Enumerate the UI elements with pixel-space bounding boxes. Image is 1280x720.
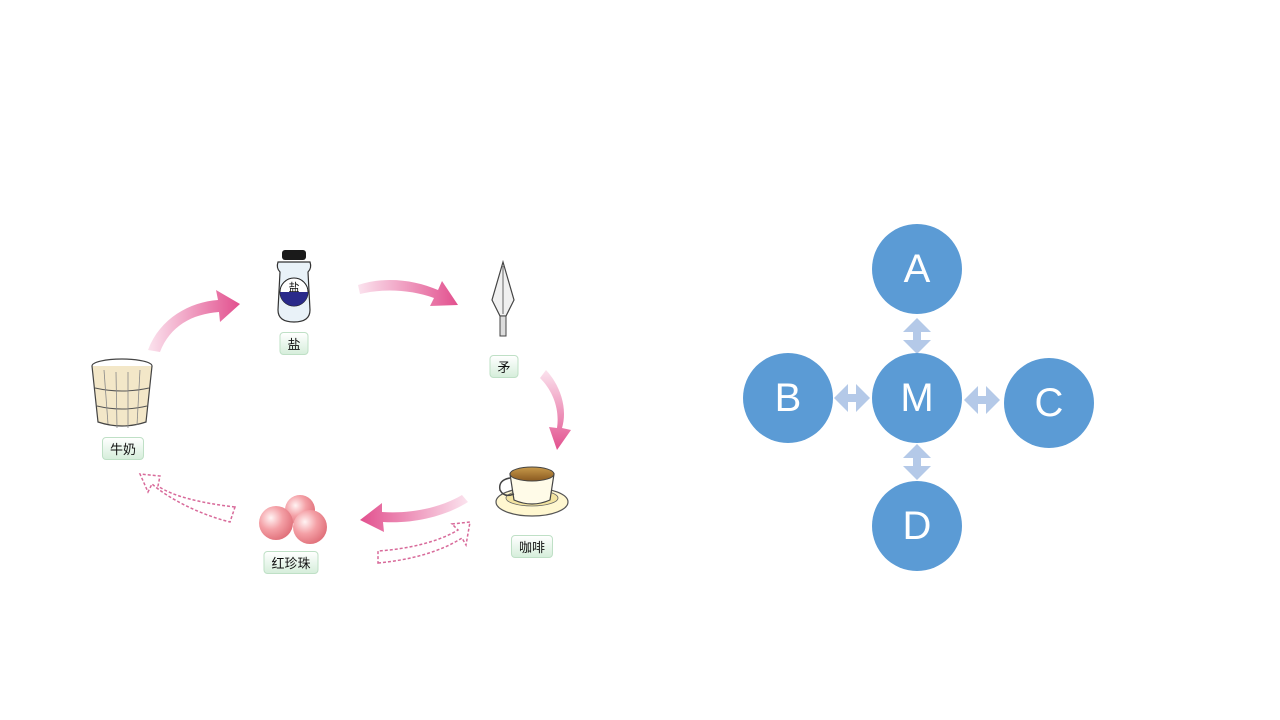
milk-bucket-icon — [91, 358, 153, 429]
circle-b: B — [743, 353, 833, 443]
salt-jar-icon: 盐 — [276, 250, 312, 323]
circle-c: C — [1004, 358, 1094, 448]
connector-m-c — [964, 386, 1000, 414]
connector-m-a — [903, 318, 931, 354]
label-coffee: 咖啡 — [510, 535, 554, 558]
arrow-salt-to-spear — [358, 279, 458, 306]
circle-a: A — [872, 224, 962, 314]
connector-m-b — [834, 384, 870, 412]
salt-jar-text: 盐 — [289, 281, 300, 294]
connector-m-d — [903, 444, 931, 480]
label-salt: 盐 — [279, 332, 309, 355]
red-pearls-icon — [259, 495, 327, 544]
label-spear: 矛 — [489, 355, 519, 378]
label-milk: 牛奶 — [101, 437, 145, 460]
arrow-coffee-to-pearls — [360, 495, 468, 532]
circle-m: M — [872, 353, 962, 443]
dashed-arrow-pearls-to-milk — [138, 473, 237, 523]
circle-d: D — [872, 481, 962, 571]
coffee-cup-icon — [495, 466, 569, 517]
arrow-spear-to-coffee — [540, 370, 571, 450]
dashed-arrow-coffee-return — [377, 521, 471, 564]
arrow-milk-to-salt — [148, 290, 240, 352]
label-red-pearls: 红珍珠 — [263, 551, 319, 574]
hub-connectors — [834, 318, 1000, 480]
spear-icon — [491, 259, 515, 337]
